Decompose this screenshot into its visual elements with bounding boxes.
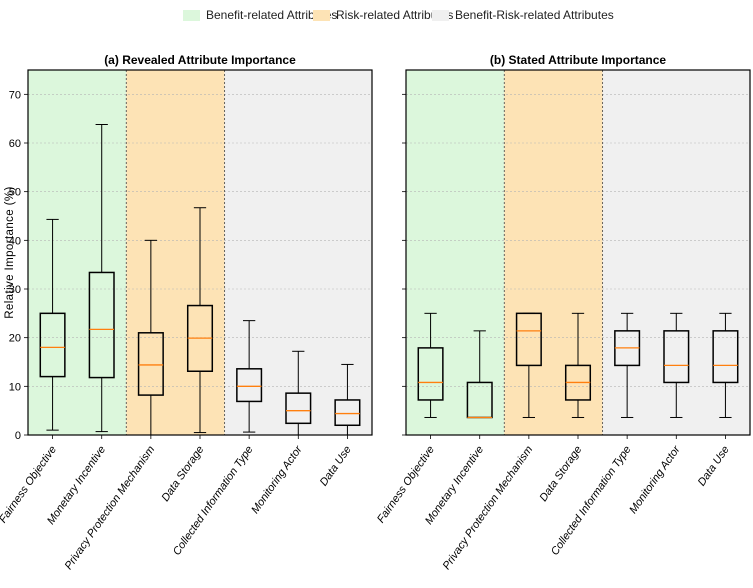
box-collected-information-type bbox=[614, 312, 641, 418]
x-tick-label-data-storage: Data Storage bbox=[537, 444, 584, 504]
iqr-box bbox=[285, 392, 312, 425]
y-tick-label-50: 50 bbox=[9, 187, 21, 199]
iqr-box bbox=[712, 330, 739, 384]
y-tick-label-60: 60 bbox=[9, 138, 21, 150]
iqr-box bbox=[39, 312, 66, 378]
x-tick-label-privacy-protection-mechanism: Privacy Protection Mechanism bbox=[63, 444, 158, 572]
box-monitoring-actor bbox=[663, 312, 690, 418]
box-privacy-protection-mechanism bbox=[515, 312, 542, 418]
legend: Benefit-related Attributes Risk-related … bbox=[0, 8, 753, 28]
box-data-storage bbox=[186, 207, 214, 434]
box-data-use bbox=[712, 312, 739, 418]
group-band-benefit bbox=[28, 70, 127, 435]
y-axis-label: Relative Importance (%) bbox=[4, 186, 16, 319]
box-data-use bbox=[334, 363, 361, 436]
legend-item-risk: Risk-related Attributes bbox=[313, 8, 453, 22]
y-tick-label-10: 10 bbox=[9, 381, 21, 393]
plot-frame bbox=[27, 69, 373, 436]
box-monetary-incentive bbox=[88, 124, 115, 433]
legend-swatch-risk bbox=[313, 9, 330, 21]
legend-item-benefit: Benefit-related Attributes bbox=[183, 8, 337, 22]
box-fairness-objective bbox=[417, 312, 444, 418]
legend-swatch-benefit-risk bbox=[432, 9, 449, 21]
y-tick-label-20: 20 bbox=[9, 333, 21, 345]
iqr-box bbox=[137, 332, 164, 396]
iqr-box bbox=[663, 330, 690, 384]
legend-label-risk: Risk-related Attributes bbox=[336, 8, 454, 22]
x-tick-label-data-storage: Data Storage bbox=[159, 444, 206, 504]
group-band-risk bbox=[126, 70, 225, 435]
group-band-benefit bbox=[406, 70, 505, 435]
panel-title: (b) Stated Attribute Importance bbox=[490, 53, 667, 67]
panel-title: (a) Revealed Attribute Importance bbox=[104, 53, 296, 67]
y-tick-label-0: 0 bbox=[15, 430, 21, 442]
x-tick-label-data-use: Data Use bbox=[318, 444, 354, 488]
iqr-box bbox=[236, 368, 263, 403]
box-monetary-incentive bbox=[466, 330, 493, 419]
box-fairness-objective bbox=[39, 218, 66, 431]
y-tick-label-30: 30 bbox=[9, 284, 21, 296]
legend-swatch-benefit bbox=[183, 9, 200, 21]
y-tick-label-70: 70 bbox=[9, 89, 21, 101]
iqr-box bbox=[334, 399, 361, 427]
x-tick-label-monitoring-actor: Monitoring Actor bbox=[249, 443, 305, 516]
legend-label-benefit-risk: Benefit-Risk-related Attributes bbox=[455, 8, 614, 22]
x-tick-label-monitoring-actor: Monitoring Actor bbox=[627, 443, 683, 516]
group-band-benefit-risk bbox=[602, 70, 750, 435]
y-tick-label-40: 40 bbox=[9, 235, 21, 247]
legend-label-benefit: Benefit-related Attributes bbox=[206, 8, 338, 22]
iqr-box bbox=[515, 312, 542, 367]
legend-item-benefit-risk: Benefit-Risk-related Attributes bbox=[432, 8, 614, 22]
x-tick-label-data-use: Data Use bbox=[696, 444, 732, 488]
group-band-risk bbox=[504, 70, 603, 435]
iqr-box bbox=[88, 271, 115, 379]
box-data-storage bbox=[564, 312, 592, 418]
iqr-box bbox=[417, 347, 444, 401]
x-tick-label-privacy-protection-mechanism: Privacy Protection Mechanism bbox=[441, 444, 536, 572]
box-collected-information-type bbox=[236, 320, 263, 433]
plot-frame bbox=[405, 69, 751, 436]
